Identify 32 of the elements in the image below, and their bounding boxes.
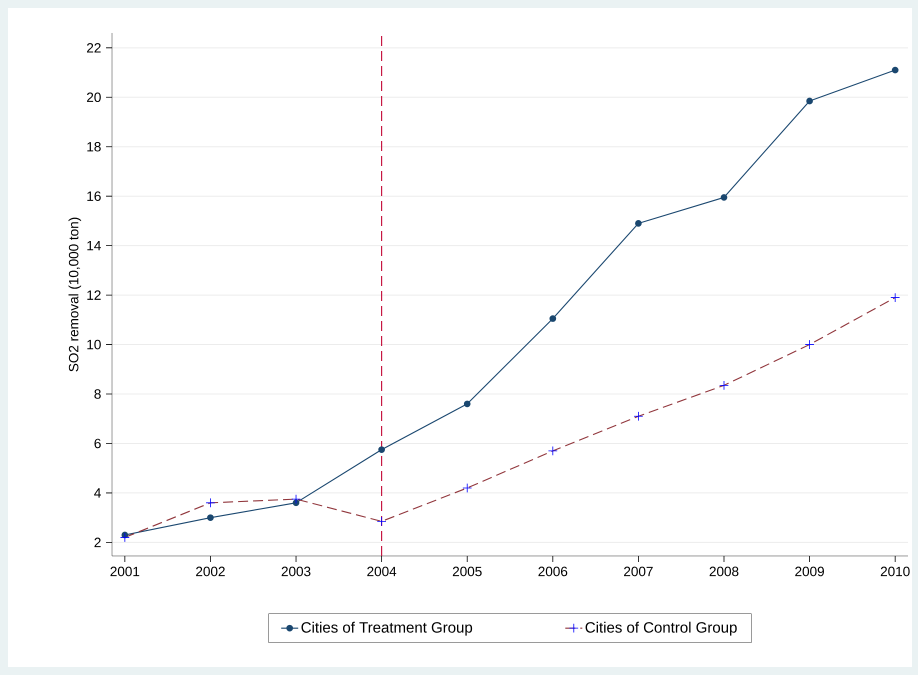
x-tick-label: 2006 <box>538 566 568 576</box>
point <box>806 98 813 104</box>
x-tick-label: 2009 <box>795 566 824 576</box>
point <box>207 514 214 521</box>
y-tick-label: 8 <box>94 389 101 399</box>
legend-label: Cities of Control Group <box>586 622 737 636</box>
y-tick-label: 2 <box>94 538 101 548</box>
point <box>720 194 728 201</box>
y-tick-label: 6 <box>94 438 101 448</box>
y-axis-title: SO2 removal (10,000 ton) <box>68 218 82 372</box>
y-tick-label: 20 <box>86 92 101 102</box>
point <box>635 220 642 227</box>
x-tick-label: 2002 <box>196 566 225 576</box>
legend-label: Cities of Treatment Group <box>302 622 472 636</box>
point <box>892 66 899 74</box>
y-tick-label: 18 <box>87 142 101 152</box>
y-tick-label: 12 <box>87 290 101 300</box>
y-tick-label: 16 <box>87 191 101 201</box>
point <box>464 400 471 408</box>
y-tick-label: 4 <box>94 488 101 498</box>
x-tick-label: 2008 <box>710 566 738 576</box>
x-tick-label: 2003 <box>282 566 310 576</box>
x-tick-label: 2005 <box>452 566 482 576</box>
x-tick-label: 2007 <box>624 566 653 576</box>
y-tick-label: 22 <box>86 43 101 53</box>
point <box>549 315 556 322</box>
x-tick-label: 2010 <box>880 566 910 576</box>
y-tick-label: 10 <box>87 340 101 350</box>
x-tick-label: 2001 <box>110 566 140 576</box>
point <box>378 446 385 453</box>
x-tick-label: 2004 <box>367 566 396 576</box>
y-tick-label: 14 <box>87 241 101 250</box>
